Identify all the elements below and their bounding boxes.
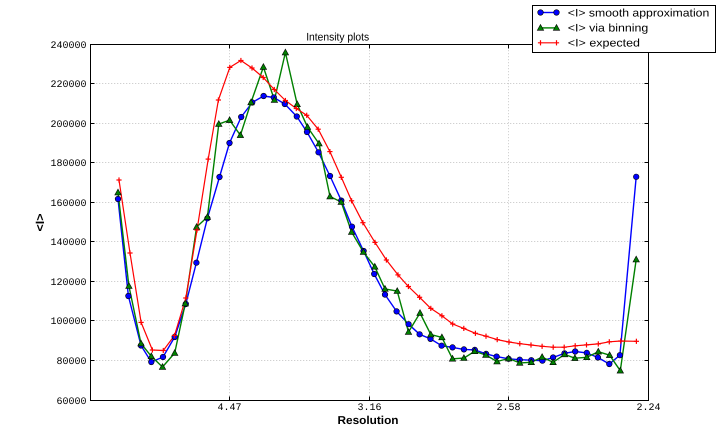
svg-text:140000: 140000 xyxy=(50,238,86,249)
svg-text:80000: 80000 xyxy=(56,357,86,368)
svg-text:3.16: 3.16 xyxy=(357,403,381,414)
svg-text:Resolution: Resolution xyxy=(338,415,399,427)
svg-text:<I>: <I> xyxy=(33,214,47,232)
svg-text:160000: 160000 xyxy=(50,199,86,210)
svg-text:<I> via binning: <I> via binning xyxy=(568,23,649,35)
svg-text:Intensity plots: Intensity plots xyxy=(306,31,369,43)
svg-text:4.47: 4.47 xyxy=(217,403,241,414)
svg-text:<I> expected: <I> expected xyxy=(568,38,640,50)
svg-text:<I> smooth approximation: <I> smooth approximation xyxy=(568,7,710,19)
svg-text:60000: 60000 xyxy=(56,397,86,408)
svg-text:2.24: 2.24 xyxy=(636,403,660,414)
svg-text:100000: 100000 xyxy=(50,317,86,328)
svg-text:120000: 120000 xyxy=(50,278,86,289)
svg-text:200000: 200000 xyxy=(50,120,86,131)
svg-text:2.58: 2.58 xyxy=(496,403,520,414)
svg-text:220000: 220000 xyxy=(50,80,86,91)
svg-text:240000: 240000 xyxy=(50,41,86,52)
svg-text:180000: 180000 xyxy=(50,159,86,170)
